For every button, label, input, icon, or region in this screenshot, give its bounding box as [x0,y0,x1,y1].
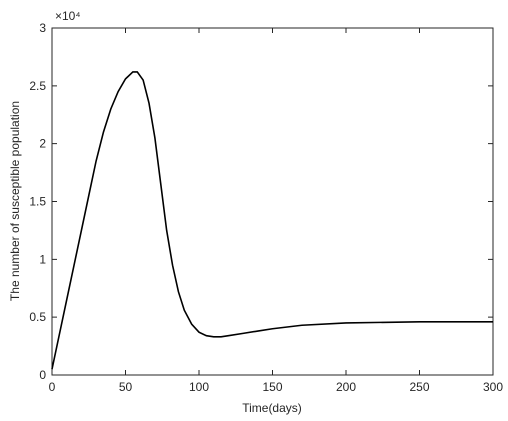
plot-frame [52,28,493,375]
y-tick-label: 0.5 [29,310,46,324]
y-tick-label: 2 [39,137,46,151]
x-tick-label: 150 [262,380,282,394]
y-tick-label: 3 [39,21,46,35]
x-tick-label: 250 [409,380,429,394]
y-axis-label: The number of susceptible population [8,101,22,301]
y-multiplier: ×10⁴ [55,9,81,23]
x-tick-label: 100 [189,380,209,394]
y-tick-label: 1 [39,252,46,266]
x-tick-label: 300 [483,380,503,394]
x-axis-label: Time(days) [242,401,302,415]
x-tick-label: 50 [119,380,133,394]
x-tick-label: 0 [49,380,56,394]
y-tick-label: 0 [39,368,46,382]
y-tick-label: 1.5 [29,195,46,209]
x-tick-label: 200 [336,380,356,394]
y-tick-label: 2.5 [29,79,46,93]
chart: ×10⁴ Time(days) The number of susceptibl… [0,0,508,421]
data-line [52,72,493,369]
